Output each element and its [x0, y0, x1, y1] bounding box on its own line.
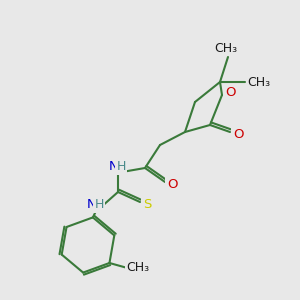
Text: O: O	[233, 128, 243, 140]
Text: H: H	[94, 199, 104, 212]
Text: N: N	[87, 199, 97, 212]
Text: S: S	[143, 197, 151, 211]
Text: CH₃: CH₃	[214, 41, 238, 55]
Text: CH₃: CH₃	[126, 262, 149, 275]
Text: H: H	[116, 160, 126, 173]
Text: O: O	[225, 85, 235, 98]
Text: CH₃: CH₃	[248, 76, 271, 88]
Text: O: O	[167, 178, 177, 190]
Text: N: N	[109, 160, 119, 173]
